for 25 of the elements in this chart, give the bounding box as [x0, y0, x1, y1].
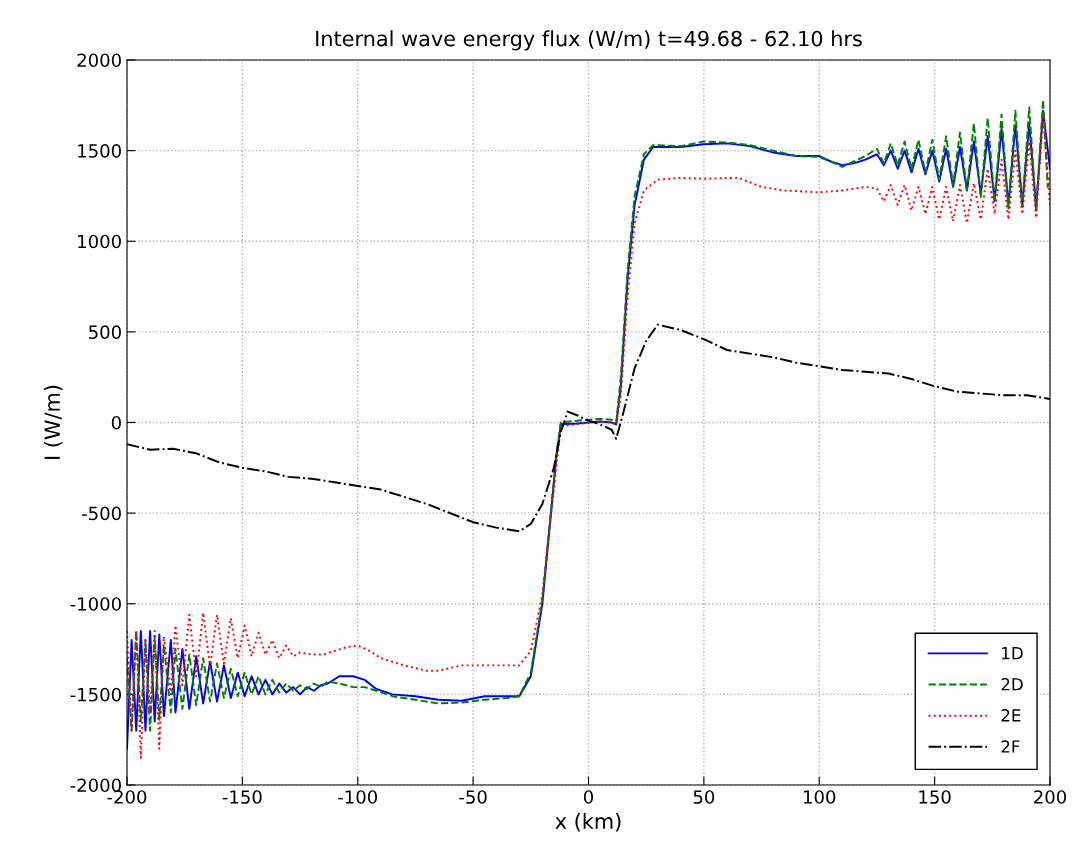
- y-tick-label: -1500: [70, 687, 121, 702]
- legend-label: 2F: [1001, 740, 1020, 753]
- x-tick-label: 100: [804, 790, 836, 804]
- y-axis-title: I (W/m): [43, 385, 63, 459]
- x-tick-label: -50: [459, 790, 487, 804]
- legend-label: 1D: [1002, 647, 1023, 660]
- y-tick-label: 1000: [78, 234, 121, 249]
- y-tick-label: -2000: [70, 778, 121, 793]
- y-tick-label: -500: [82, 506, 121, 521]
- x-axis-title: x (km): [555, 812, 621, 832]
- y-tick-label: -1000: [70, 597, 121, 611]
- y-tick-label: 500: [89, 325, 121, 339]
- x-tick-label: 200: [1034, 790, 1067, 804]
- x-tick-label: 0: [583, 790, 594, 804]
- y-tick-label: 0: [111, 415, 121, 430]
- x-tick-label: 50: [693, 790, 715, 804]
- x-tick-label: 150: [919, 790, 951, 804]
- chart-title: Internal wave energy flux (W/m) t=49.68 - 62.10 hrs: [316, 30, 862, 51]
- legend-label: 2D: [1001, 677, 1023, 691]
- x-tick-label: -200: [107, 790, 147, 804]
- y-tick-label: 1500: [78, 144, 121, 158]
- legend-label: 2E: [1001, 709, 1021, 722]
- x-tick-label: -100: [338, 790, 378, 804]
- x-tick-label: -150: [222, 790, 262, 804]
- y-tick-label: 2000: [77, 53, 121, 68]
